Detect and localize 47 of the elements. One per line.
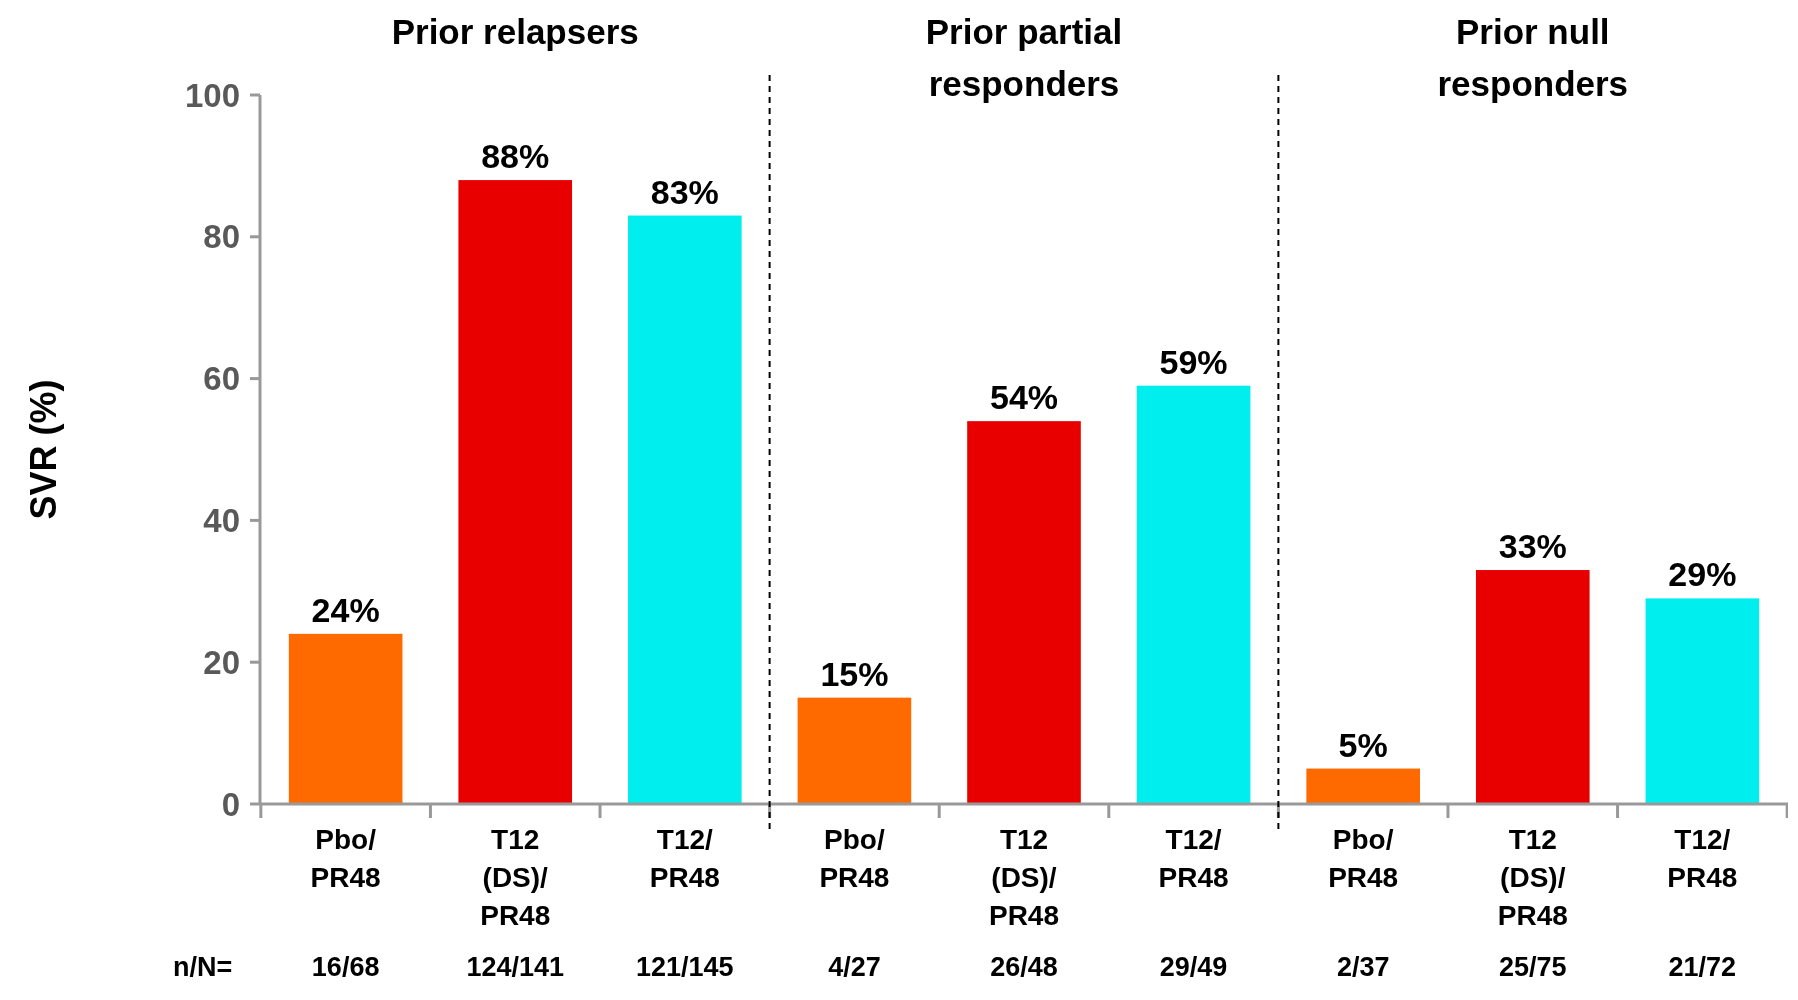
x-tick-label: Pbo/ PR48: [819, 824, 890, 893]
annotation: Prior partial responders: [925, 12, 1123, 103]
data-label: 54%: [989, 378, 1059, 417]
x-tick-label: T12 (DS)/ PR48: [988, 824, 1060, 931]
x-tick-label: T12/ PR48: [1158, 824, 1229, 893]
text: 121/145: [636, 952, 734, 982]
data-label: 33%: [1498, 527, 1567, 566]
x-tick-label: T12/ PR48: [1667, 824, 1738, 893]
data-label: 15%: [820, 654, 889, 693]
bar: [628, 215, 742, 804]
bar: [288, 633, 403, 804]
y-tick-label: 0: [221, 785, 240, 823]
bar: [458, 180, 573, 804]
data-label: 5%: [1338, 725, 1388, 764]
bar: [797, 697, 912, 804]
data-label: 88%: [481, 137, 550, 176]
text: 26/48: [990, 952, 1058, 982]
x-tick-label: Pbo/ PR48: [1328, 824, 1399, 893]
data-label: 83%: [650, 172, 719, 211]
text: 21/72: [1668, 952, 1737, 982]
x-tick-label: Pbo/ PR48: [310, 824, 381, 893]
bar: [967, 421, 1081, 804]
text: 2/37: [1336, 952, 1390, 982]
y-tick-label: 60: [203, 360, 240, 398]
y-tick-label: 80: [203, 218, 240, 256]
y-tick-label: 100: [184, 76, 240, 114]
bar: [1136, 385, 1251, 804]
x-tick-label: T12 (DS)/ PR48: [1497, 824, 1568, 931]
text: 29/49: [1159, 952, 1228, 982]
data-label: 59%: [1159, 342, 1228, 381]
text: Prior relapsers: [391, 12, 639, 51]
y-axis-title: SVR (%): [23, 379, 64, 520]
annotation: Prior null responders: [1437, 12, 1629, 103]
data-label: 24%: [311, 590, 380, 629]
bar: [1475, 570, 1590, 804]
text: n/N=: [173, 952, 233, 982]
y-tick-label: 40: [203, 501, 240, 539]
text: 16/68: [311, 952, 380, 982]
text: 4/27: [828, 952, 881, 982]
data-label: 29%: [1668, 555, 1737, 594]
bar: [1306, 768, 1420, 804]
text: 124/141: [466, 952, 565, 982]
bar: [1645, 598, 1760, 804]
x-tick-label: T12/ PR48: [649, 824, 720, 893]
text: 25/75: [1498, 952, 1567, 982]
x-tick-label: T12 (DS)/ PR48: [480, 824, 551, 931]
y-tick-label: 20: [203, 643, 240, 681]
